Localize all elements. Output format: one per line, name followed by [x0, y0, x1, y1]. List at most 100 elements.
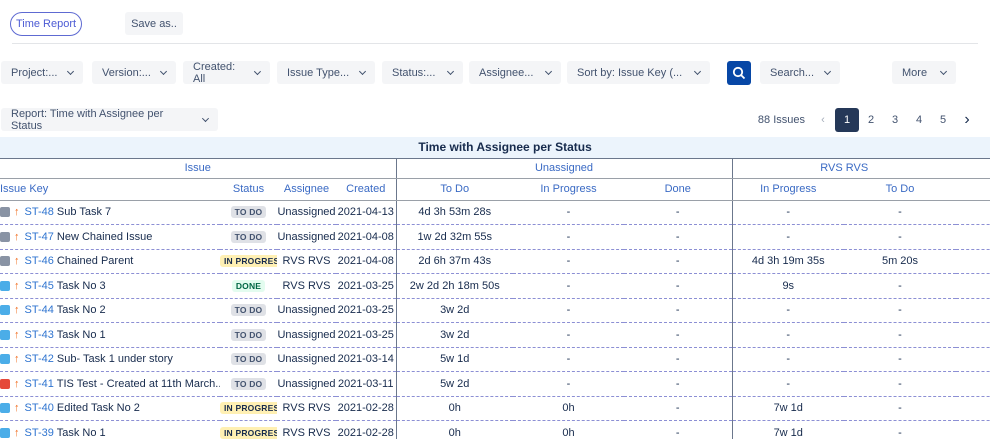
page-2[interactable]: 2	[867, 114, 875, 126]
filter-label: Assignee...	[479, 66, 534, 79]
filter-version[interactable]: Version:...	[92, 61, 176, 84]
priority-high-icon: ↑	[14, 206, 20, 219]
filter-search-text[interactable]: Search...	[760, 61, 840, 84]
page-3[interactable]: 3	[891, 114, 899, 126]
issue-summary: Task No 1	[56, 328, 106, 341]
page-5[interactable]: 5	[939, 114, 947, 126]
prev-page-icon[interactable]: ‹	[821, 114, 825, 126]
filter-project[interactable]: Project:...	[1, 61, 83, 84]
table-row: ↑ ST-45 Task No 3 DONE RVS RVS 2021-03-25…	[0, 273, 990, 299]
unassigned-todo-time: 3w 2d	[395, 322, 513, 348]
filter-status[interactable]: Status:...	[382, 61, 463, 84]
issue-summary: Sub Task 7	[56, 206, 112, 219]
rvs-todo-time: -	[844, 273, 956, 299]
priority-high-icon: ↑	[14, 255, 20, 268]
report-select[interactable]: Report: Time with Assignee per Status	[1, 108, 218, 132]
bug-type-icon	[0, 378, 10, 389]
issue-cell: ↑ ST-41 TIS Test - Created at 11th March.…	[0, 371, 220, 397]
issue-key-link[interactable]: ST-46	[24, 255, 54, 268]
status-badge: TO DO	[230, 206, 267, 219]
col-status[interactable]: Status	[220, 178, 277, 201]
filter-label: Issue Type...	[287, 66, 350, 79]
assignee: RVS RVS	[277, 396, 336, 421]
chevron-down-icon	[446, 67, 455, 75]
assignee: Unassigned	[277, 347, 336, 372]
issue-key-link[interactable]: ST-45	[24, 279, 54, 292]
unassigned-inprogress-time: -	[513, 298, 624, 323]
issue-summary: Chained Parent	[56, 255, 134, 268]
issue-key-link[interactable]: ST-39	[24, 426, 54, 439]
extra-time	[956, 371, 990, 397]
issue-key-link[interactable]: ST-47	[24, 230, 54, 243]
issue-key-link[interactable]: ST-41	[24, 377, 54, 390]
extra-time	[956, 322, 990, 348]
issue-cell: ↑ ST-45 Task No 3	[0, 273, 220, 299]
page-1[interactable]: 1	[835, 108, 859, 132]
priority-high-icon: ↑	[14, 353, 20, 366]
col-unassigned-todo[interactable]: To Do	[395, 178, 513, 201]
filter-issue-type[interactable]: Issue Type...	[277, 61, 375, 84]
unassigned-todo-time: 2d 6h 37m 43s	[395, 249, 513, 274]
priority-high-icon: ↑	[14, 230, 20, 243]
filter-assignee[interactable]: Assignee...	[469, 61, 561, 84]
filter-label: Search...	[770, 66, 815, 79]
extra-time	[956, 249, 990, 274]
filter-sort-by[interactable]: Sort by: Issue Key (...	[567, 61, 710, 84]
task-type-icon	[0, 305, 10, 316]
status-badge: IN PROGRESS	[220, 255, 277, 268]
assignee: RVS RVS	[277, 420, 336, 439]
created: 2021-03-25	[336, 273, 396, 299]
issue-key-link[interactable]: ST-44	[24, 304, 54, 317]
status-badge: IN PROGRESS	[220, 402, 277, 415]
unassigned-inprogress-time: -	[513, 224, 624, 250]
filter-more[interactable]: More	[892, 61, 956, 84]
task-type-icon	[0, 403, 10, 414]
rvs-todo-time: -	[844, 420, 956, 439]
status-badge: TO DO	[230, 377, 267, 390]
rvs-todo-time: -	[844, 224, 956, 250]
unassigned-done-time: -	[624, 273, 732, 299]
col-rvs-inprogress[interactable]: In Progress	[731, 178, 844, 201]
extra-time	[956, 396, 990, 421]
col-assignee[interactable]: Assignee	[277, 178, 336, 201]
col-unassigned-done[interactable]: Done	[624, 178, 732, 201]
status-badge: TO DO	[230, 304, 267, 317]
unassigned-done-time: -	[624, 420, 732, 439]
table-row: ↑ ST-44 Task No 2 TO DO Unassigned 2021-0…	[0, 298, 990, 323]
unassigned-inprogress-time: 0h	[513, 420, 624, 439]
issue-key-link[interactable]: ST-42	[24, 353, 54, 366]
chevron-down-icon	[202, 114, 210, 122]
extra-time	[956, 298, 990, 323]
issue-key-link[interactable]: ST-43	[24, 328, 54, 341]
status-badge: IN PROGRESS	[220, 426, 277, 439]
chevron-down-icon	[939, 67, 948, 75]
unassigned-todo-time: 5w 2d	[395, 371, 513, 397]
filter-created[interactable]: Created: All	[183, 61, 270, 85]
rvs-inprogress-time: 9s	[731, 273, 844, 299]
search-button[interactable]	[727, 61, 751, 85]
col-rvs-todo[interactable]: To Do	[844, 178, 956, 201]
filter-label: Sort by: Issue Key (...	[577, 66, 683, 79]
col-created[interactable]: Created	[336, 178, 396, 201]
chevron-down-icon	[66, 67, 75, 75]
unassigned-inprogress-time: -	[513, 322, 624, 348]
time-report-button[interactable]: Time Report	[10, 12, 82, 36]
table-title: Time with Assignee per Status	[0, 137, 990, 159]
created: 2021-03-14	[336, 347, 396, 372]
rvs-inprogress-time: -	[731, 224, 844, 250]
search-icon	[732, 66, 746, 80]
page-4[interactable]: 4	[915, 114, 923, 126]
created: 2021-03-11	[336, 371, 396, 397]
next-page-icon[interactable]: ›	[964, 111, 970, 128]
assignee: RVS RVS	[277, 249, 336, 274]
col-unassigned-inprogress[interactable]: In Progress	[513, 178, 624, 201]
issue-key-link[interactable]: ST-40	[24, 402, 54, 415]
save-as-button[interactable]: Save as..	[125, 12, 183, 35]
priority-high-icon: ↑	[14, 377, 20, 390]
rvs-todo-time: -	[844, 322, 956, 348]
col-issue-key[interactable]: Issue Key	[0, 178, 220, 201]
unassigned-done-time: -	[624, 249, 732, 274]
unassigned-todo-time: 1w 2d 32m 55s	[395, 224, 513, 250]
issue-key-link[interactable]: ST-48	[24, 206, 54, 219]
assignee: Unassigned	[277, 298, 336, 323]
